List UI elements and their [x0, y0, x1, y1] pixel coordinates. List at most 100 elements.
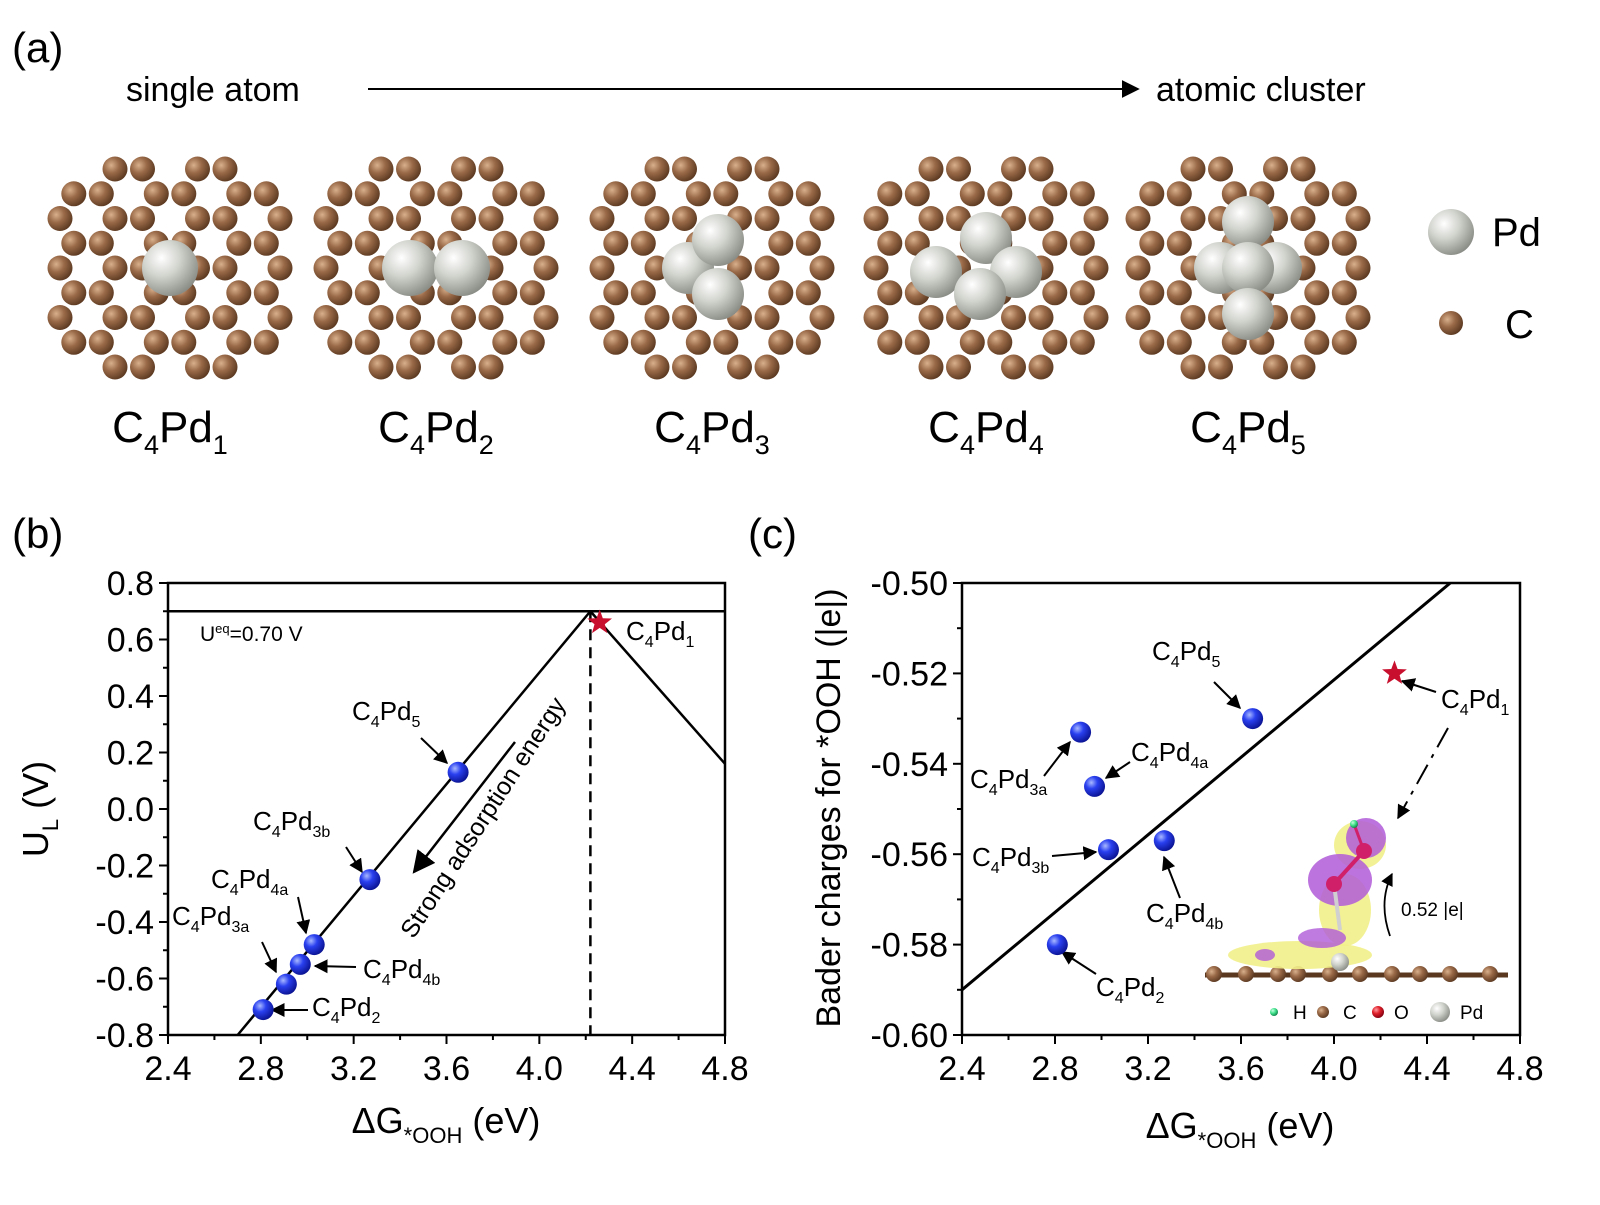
point-c4pd4a — [1084, 775, 1106, 797]
label-arrow-c4pd3a — [261, 941, 278, 974]
carbon-atom — [987, 329, 1013, 355]
carbon-atom — [61, 329, 87, 355]
label-arrow-c4pd2 — [1060, 951, 1097, 975]
carbon-atom — [1384, 966, 1400, 982]
carbon-atom — [918, 354, 944, 380]
carbon-atom — [519, 230, 545, 256]
carbon-atom — [1304, 280, 1330, 306]
charge-transfer-arrow — [1381, 872, 1393, 937]
carbon-atom — [253, 329, 279, 355]
x-tick-label: 2.8 — [1031, 1050, 1078, 1088]
carbon-atom — [685, 181, 711, 207]
carbon-atom — [143, 329, 169, 355]
inset-pointer-arrow — [1397, 727, 1449, 820]
carbon-atom — [1125, 255, 1151, 281]
pd-atom — [1222, 288, 1274, 340]
carbon-atom — [1028, 206, 1054, 231]
structure-c4pd3 — [589, 156, 835, 380]
carbon-atom — [918, 156, 944, 182]
carbon-atom — [212, 255, 238, 281]
equilibrium-label: Ueq=0.70 V — [200, 621, 303, 646]
carbon-atom — [589, 305, 615, 330]
carbon-atom — [1042, 280, 1068, 306]
carbon-atom — [533, 206, 559, 231]
carbon-atom — [603, 230, 629, 256]
point-label-c4pd4b: C4Pd4b — [1146, 898, 1223, 933]
inset-legend-h-label: H — [1293, 1003, 1307, 1024]
point-label-c4pd3a: C4Pd3a — [172, 901, 249, 936]
carbon-atom — [1028, 305, 1054, 330]
carbon-atom — [809, 305, 835, 330]
carbon-atom — [959, 181, 985, 207]
plot-frame — [960, 581, 1522, 1037]
carbon-atom — [451, 305, 476, 330]
charge-lobe-purple — [1298, 928, 1346, 948]
pd-atom — [1222, 196, 1274, 248]
point-label-c4pd5: C4Pd5 — [1152, 636, 1221, 671]
x-tick-label: 4.0 — [1310, 1050, 1357, 1088]
carbon-atom — [987, 181, 1013, 207]
carbon-atom — [877, 280, 903, 306]
inset-charge-density: 0.52 |e| H C O Pd — [1205, 818, 1508, 1024]
carbon-atom — [143, 181, 169, 207]
pd-atom — [692, 268, 744, 320]
carbon-atom — [644, 305, 670, 330]
carbon-atom — [519, 181, 545, 207]
carbon-atom — [130, 305, 155, 330]
carbon-atom — [102, 255, 128, 281]
label-arrow-c4pd1 — [1400, 678, 1437, 693]
point-label-c4pd4b: C4Pd4b — [363, 954, 440, 989]
carbon-atom — [492, 329, 518, 355]
carbon-atom — [409, 329, 435, 355]
inset-legend-pd-label: Pd — [1460, 1003, 1483, 1024]
point-label-c4pd1: C4Pd1 — [1441, 684, 1510, 719]
x-tick-label: 2.8 — [237, 1050, 284, 1088]
y-tick-label: -0.50 — [871, 565, 949, 603]
point-label-c4pd5: C4Pd5 — [352, 696, 421, 731]
carbon-atom — [226, 230, 252, 256]
label-arrow-c4pd5 — [1213, 681, 1241, 709]
carbon-atom — [253, 280, 279, 306]
carbon-atom — [368, 305, 394, 330]
y-axis-title-group: UL (V) — [15, 761, 63, 857]
carbon-atom — [1345, 255, 1371, 281]
label-arrow-c4pd3b — [345, 846, 363, 874]
carbon-atom — [1482, 966, 1498, 982]
carbon-atom — [102, 305, 128, 330]
y-tick-label: 0.6 — [107, 622, 154, 660]
carbon-atom — [492, 181, 518, 207]
carbon-atom — [918, 206, 944, 231]
carbon-atom — [713, 181, 739, 207]
carbon-atom — [88, 329, 114, 355]
carbon-atom — [1352, 966, 1368, 982]
carbon-atom — [1208, 156, 1233, 182]
point-c4pd4b — [289, 953, 311, 975]
x-tick-label: 4.0 — [516, 1050, 563, 1088]
carbon-atom — [267, 305, 293, 330]
panel-c-label: (c) — [748, 510, 797, 557]
carbon-atom — [768, 181, 794, 207]
carbon-atom — [396, 354, 421, 380]
carbon-atom — [212, 156, 238, 182]
x-tick-label: 2.4 — [144, 1050, 191, 1088]
carbon-atom — [754, 255, 780, 281]
carbon-atom — [130, 206, 155, 231]
carbon-atom — [603, 329, 629, 355]
carbon-atom — [795, 329, 821, 355]
x-tick-label: 4.4 — [1403, 1050, 1450, 1088]
carbon-atom — [1180, 305, 1206, 330]
carbon-atom — [47, 206, 73, 231]
carbon-atom — [863, 305, 889, 330]
carbon-atom — [672, 156, 697, 182]
structure-label-c4pd1: C4Pd1 — [112, 403, 228, 460]
y-tick-label: -0.6 — [95, 961, 154, 999]
carbon-atom — [212, 206, 238, 231]
point-c4pd2 — [252, 999, 274, 1021]
carbon-atom — [672, 354, 697, 380]
carbon-atom — [1345, 206, 1371, 231]
carbon-atom — [754, 354, 780, 380]
carbon-atom — [630, 280, 656, 306]
oxygen-atom — [1356, 843, 1372, 859]
structure-c4pd2 — [313, 156, 559, 380]
